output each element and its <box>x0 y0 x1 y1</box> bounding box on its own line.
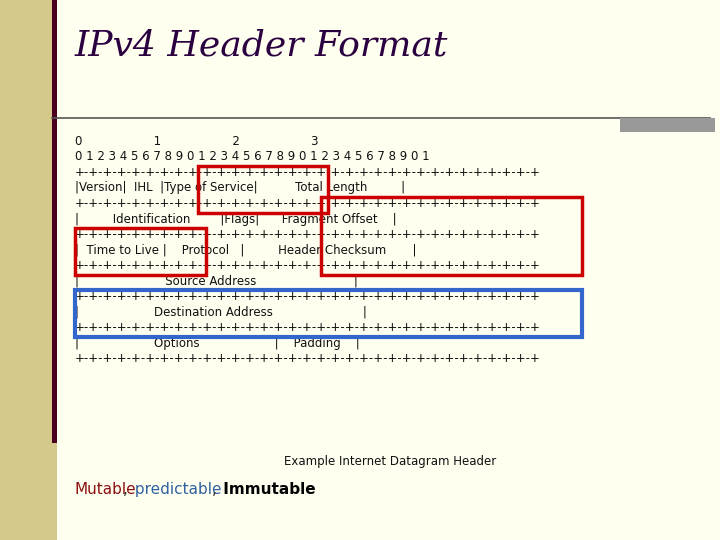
Text: Mutable: Mutable <box>75 482 137 497</box>
Text: |                    Destination Address                        |: | Destination Address | <box>75 306 367 319</box>
Text: +-+-+-+-+-+-+-+-+-+-+-+-+-+-+-+-+-+-+-+-+-+-+-+-+-+-+-+-+-+-+-+-+: +-+-+-+-+-+-+-+-+-+-+-+-+-+-+-+-+-+-+-+-… <box>75 166 541 179</box>
Text: |         Identification        |Flags|      Fragment Offset    |: | Identification |Flags| Fragment Offset… <box>75 213 397 226</box>
Bar <box>198 166 328 213</box>
Text: IPv4 Header Format: IPv4 Header Format <box>75 28 449 62</box>
Text: |  Time to Live |    Protocol   |         Header Checksum       |: | Time to Live | Protocol | Header Check… <box>75 244 416 256</box>
Text: +-+-+-+-+-+-+-+-+-+-+-+-+-+-+-+-+-+-+-+-+-+-+-+-+-+-+-+-+-+-+-+-+: +-+-+-+-+-+-+-+-+-+-+-+-+-+-+-+-+-+-+-+-… <box>75 259 541 272</box>
Text: Example Internet Datagram Header: Example Internet Datagram Header <box>284 455 496 468</box>
Text: predictable: predictable <box>130 482 221 497</box>
Text: |Version|  IHL  |Type of Service|          Total Length         |: |Version| IHL |Type of Service| Total Le… <box>75 181 405 194</box>
Text: Immutable: Immutable <box>218 482 316 497</box>
Text: 0 1 2 3 4 5 6 7 8 9 0 1 2 3 4 5 6 7 8 9 0 1 2 3 4 5 6 7 8 9 0 1: 0 1 2 3 4 5 6 7 8 9 0 1 2 3 4 5 6 7 8 9 … <box>75 151 430 164</box>
Text: ,: , <box>122 482 127 497</box>
Text: |                       Source Address                          |: | Source Address | <box>75 274 358 287</box>
Text: ,: , <box>212 482 216 497</box>
Text: +-+-+-+-+-+-+-+-+-+-+-+-+-+-+-+-+-+-+-+-+-+-+-+-+-+-+-+-+-+-+-+-+: +-+-+-+-+-+-+-+-+-+-+-+-+-+-+-+-+-+-+-+-… <box>75 197 541 210</box>
Text: +-+-+-+-+-+-+-+-+-+-+-+-+-+-+-+-+-+-+-+-+-+-+-+-+-+-+-+-+-+-+-+-+: +-+-+-+-+-+-+-+-+-+-+-+-+-+-+-+-+-+-+-+-… <box>75 290 541 303</box>
Text: +-+-+-+-+-+-+-+-+-+-+-+-+-+-+-+-+-+-+-+-+-+-+-+-+-+-+-+-+-+-+-+-+: +-+-+-+-+-+-+-+-+-+-+-+-+-+-+-+-+-+-+-+-… <box>75 228 541 241</box>
Bar <box>0 0 57 540</box>
Bar <box>321 197 582 274</box>
Bar <box>75 290 582 336</box>
Bar <box>52 0 57 443</box>
Text: +-+-+-+-+-+-+-+-+-+-+-+-+-+-+-+-+-+-+-+-+-+-+-+-+-+-+-+-+-+-+-+-+: +-+-+-+-+-+-+-+-+-+-+-+-+-+-+-+-+-+-+-+-… <box>75 352 541 365</box>
Text: +-+-+-+-+-+-+-+-+-+-+-+-+-+-+-+-+-+-+-+-+-+-+-+-+-+-+-+-+-+-+-+-+: +-+-+-+-+-+-+-+-+-+-+-+-+-+-+-+-+-+-+-+-… <box>75 321 541 334</box>
Text: 0                   1                   2                   3: 0 1 2 3 <box>75 135 318 148</box>
Bar <box>620 118 715 132</box>
Bar <box>75 228 206 274</box>
Text: |                    Options                    |    Padding    |: | Options | Padding | <box>75 336 360 349</box>
